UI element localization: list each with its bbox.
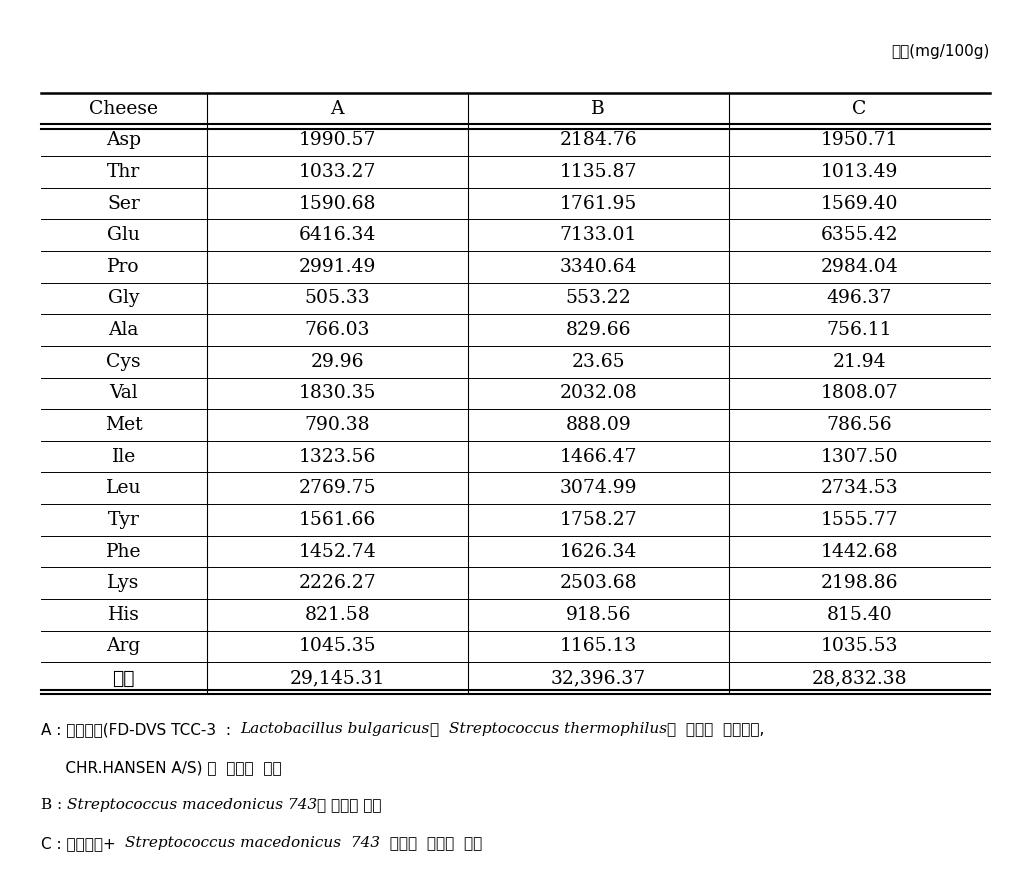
Text: 918.56: 918.56 [565,606,631,624]
Text: 1165.13: 1165.13 [559,637,636,655]
Text: Glu: Glu [108,226,140,244]
Text: Met: Met [105,416,142,434]
Text: 1830.35: 1830.35 [298,385,376,402]
Text: Streptococcus macedonicus 743: Streptococcus macedonicus 743 [67,798,317,812]
Text: A: A [331,100,344,118]
Text: Ser: Ser [108,194,140,212]
Text: 1555.77: 1555.77 [820,511,898,529]
Text: 1990.57: 1990.57 [298,132,376,149]
Text: 1590.68: 1590.68 [298,194,376,212]
Text: 1013.49: 1013.49 [820,163,898,181]
Text: 815.40: 815.40 [826,606,892,624]
Text: 균주로  제조된  치즈: 균주로 제조된 치즈 [381,836,482,851]
Text: Thr: Thr [107,163,140,181]
Text: 2032.08: 2032.08 [559,385,637,402]
Text: 1323.56: 1323.56 [298,447,376,466]
Text: Cheese: Cheese [89,100,158,118]
Text: 2184.76: 2184.76 [559,132,637,149]
Text: Streptococcus macedonicus  743: Streptococcus macedonicus 743 [125,836,381,850]
Text: 2991.49: 2991.49 [298,258,376,276]
Text: 로  구성된  혼합균주,: 로 구성된 혼합균주, [667,722,764,737]
Text: Streptococcus thermophilus: Streptococcus thermophilus [449,722,667,736]
Text: 1452.74: 1452.74 [298,543,376,560]
Text: B :: B : [41,798,67,812]
Text: 2734.53: 2734.53 [820,479,898,498]
Text: 6355.42: 6355.42 [820,226,898,244]
Text: A : 상업균주(FD-DVS TCC-3  :: A : 상업균주(FD-DVS TCC-3 : [41,722,241,737]
Text: 3340.64: 3340.64 [559,258,636,276]
Text: Lys: Lys [108,575,140,592]
Text: 1035.53: 1035.53 [820,637,898,655]
Text: 2226.27: 2226.27 [298,575,376,592]
Text: 756.11: 756.11 [826,321,892,339]
Text: C : 상업균주+: C : 상업균주+ [41,836,125,851]
Text: 21.94: 21.94 [832,353,886,370]
Text: 1758.27: 1758.27 [559,511,637,529]
Text: Asp: Asp [107,132,141,149]
Text: 7133.01: 7133.01 [559,226,636,244]
Text: 단위(mg/100g): 단위(mg/100g) [891,44,990,59]
Text: Ile: Ile [112,447,136,466]
Text: 1561.66: 1561.66 [298,511,376,529]
Text: Cys: Cys [107,353,141,370]
Text: 1626.34: 1626.34 [559,543,636,560]
Text: Tyr: Tyr [108,511,140,529]
Text: 1466.47: 1466.47 [559,447,636,466]
Text: Ala: Ala [109,321,139,339]
Text: 2198.86: 2198.86 [820,575,898,592]
Text: 1950.71: 1950.71 [820,132,898,149]
Text: 29,145.31: 29,145.31 [289,669,385,687]
Text: Arg: Arg [107,637,141,655]
Text: 766.03: 766.03 [304,321,369,339]
Text: 821.58: 821.58 [304,606,370,624]
Text: 2769.75: 2769.75 [298,479,376,498]
Text: 888.09: 888.09 [565,416,631,434]
Text: Leu: Leu [106,479,141,498]
Text: 496.37: 496.37 [826,289,892,308]
Text: 786.56: 786.56 [826,416,892,434]
Text: His: His [108,606,140,624]
Text: C: C [852,100,867,118]
Text: 829.66: 829.66 [565,321,631,339]
Text: 32,396.37: 32,396.37 [550,669,646,687]
Text: 합계: 합계 [113,668,135,688]
Text: 로 제조된 치즈: 로 제조된 치즈 [317,798,382,813]
Text: 1135.87: 1135.87 [559,163,636,181]
Text: 23.65: 23.65 [571,353,625,370]
Text: 28,832.38: 28,832.38 [811,669,907,687]
Text: 3074.99: 3074.99 [559,479,636,498]
Text: Val: Val [110,385,138,402]
Text: 2984.04: 2984.04 [820,258,898,276]
Text: 1442.68: 1442.68 [820,543,898,560]
Text: 505.33: 505.33 [304,289,370,308]
Text: CHR.HANSEN A/S) 로  제조된  치즈: CHR.HANSEN A/S) 로 제조된 치즈 [41,760,281,775]
Text: 790.38: 790.38 [304,416,370,434]
Text: 6416.34: 6416.34 [298,226,376,244]
Text: 1761.95: 1761.95 [559,194,636,212]
Text: 29.96: 29.96 [311,353,364,370]
Text: 2503.68: 2503.68 [559,575,637,592]
Text: Phe: Phe [106,543,141,560]
Text: 와: 와 [429,722,449,737]
Text: Pro: Pro [108,258,140,276]
Text: B: B [592,100,605,118]
Text: 553.22: 553.22 [565,289,631,308]
Text: Gly: Gly [108,289,139,308]
Text: 1569.40: 1569.40 [820,194,898,212]
Text: 1033.27: 1033.27 [298,163,376,181]
Text: 1307.50: 1307.50 [820,447,898,466]
Text: 1045.35: 1045.35 [298,637,376,655]
Text: Lactobacillus bulgaricus: Lactobacillus bulgaricus [241,722,429,736]
Text: 1808.07: 1808.07 [820,385,898,402]
